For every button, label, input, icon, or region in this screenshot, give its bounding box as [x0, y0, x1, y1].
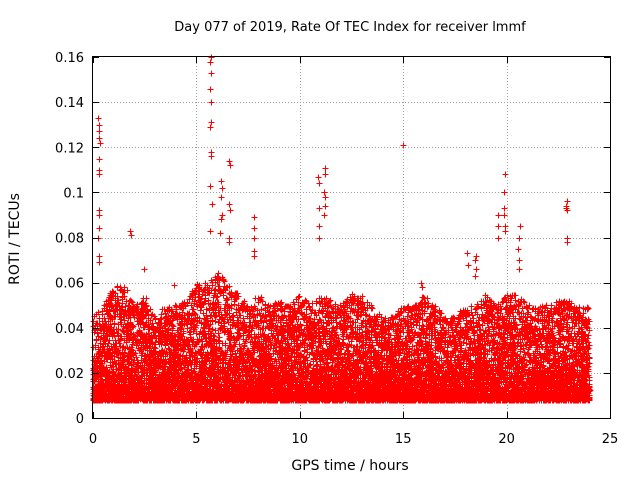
data-point: [107, 296, 114, 303]
data-point: [119, 300, 126, 307]
data-point: [128, 298, 135, 305]
data-point: [115, 326, 122, 333]
data-point: [215, 270, 222, 277]
data-point: [101, 315, 108, 322]
data-point: [94, 330, 101, 337]
data-point: [117, 355, 124, 362]
data-point: [116, 340, 123, 347]
data-point: [131, 333, 138, 340]
data-point: [121, 317, 128, 324]
data-point: [114, 283, 121, 290]
data-point: [126, 334, 133, 341]
data-points: [90, 54, 594, 404]
data-point: [130, 323, 137, 330]
data-point: [123, 339, 130, 346]
data-point: [115, 297, 122, 304]
data-point: [129, 299, 136, 306]
data-point: [132, 350, 139, 357]
data-point: [129, 324, 136, 331]
data-point: [111, 320, 118, 327]
data-point: [148, 312, 155, 319]
data-point: [95, 309, 102, 316]
data-point: [197, 307, 204, 314]
data-point: [121, 352, 128, 359]
data-point: [143, 295, 150, 302]
data-point: [128, 344, 135, 351]
data-point: [106, 337, 113, 344]
data-point: [105, 340, 112, 347]
data-point: [113, 306, 120, 313]
data-point: [215, 319, 222, 326]
data-point: [124, 287, 131, 294]
